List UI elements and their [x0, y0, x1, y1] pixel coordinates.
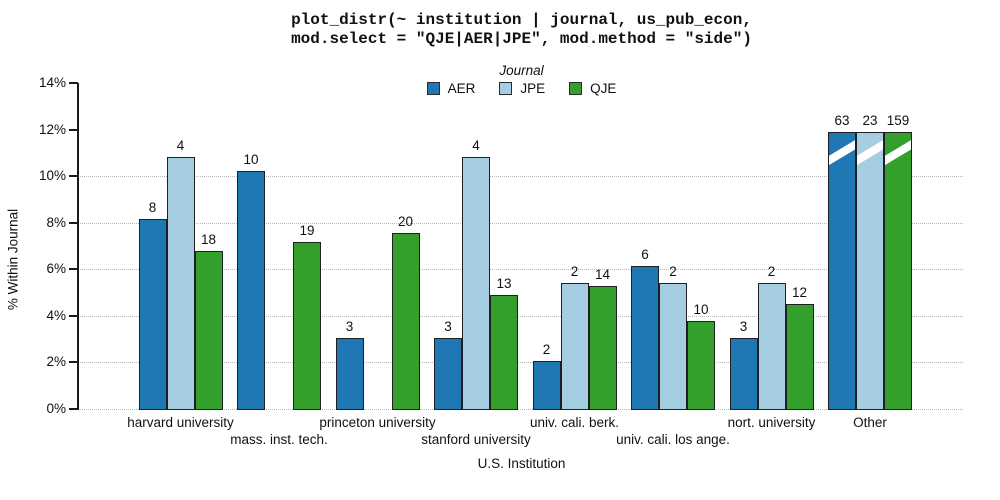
chart-title-line-2: mod.select = "QJE|AER|JPE", mod.method =… — [291, 30, 752, 48]
legend-swatch-qje — [569, 82, 583, 95]
chart-title-line-1: plot_distr(~ institution | journal, us_p… — [291, 11, 752, 29]
bar-value-qje-princeton-university: 20 — [397, 214, 414, 230]
x-label-harvard-university: harvard university — [127, 415, 234, 430]
bar-qje-other — [884, 131, 912, 410]
y-tick-6pct — [69, 268, 78, 271]
y-axis-line — [77, 82, 79, 410]
legend-label-qje: QJE — [590, 81, 617, 96]
x-label-univ-cali-los-ange: univ. cali. los ange. — [616, 432, 730, 447]
y-tick-label-4pct: 4% — [46, 307, 66, 323]
y-tick-label-10pct: 10% — [38, 168, 66, 184]
y-tick-label-8pct: 8% — [46, 214, 66, 230]
bar-qje-univ-cali-los-ange — [687, 321, 715, 410]
bar-value-jpe-harvard-university: 4 — [176, 138, 185, 154]
x-label-mass-inst-tech: mass. inst. tech. — [230, 432, 328, 447]
bar-jpe-nort-university — [757, 283, 786, 410]
bar-qje-nort-university — [785, 303, 814, 410]
gridline-6pct — [80, 269, 963, 271]
bar-jpe-harvard-university — [166, 157, 195, 410]
legend-item-qje: QJE — [569, 81, 616, 96]
bar-jpe-stanford-university — [462, 157, 490, 410]
legend-title: Journal — [499, 63, 544, 78]
x-label-princeton-university: princeton university — [319, 415, 436, 430]
bar-value-qje-stanford-university: 13 — [496, 275, 512, 291]
y-tick-14pct — [69, 81, 78, 84]
y-tick-10pct — [69, 175, 78, 178]
bar-value-jpe-nort-university: 2 — [767, 264, 776, 280]
gridline-8pct — [80, 222, 963, 224]
y-tick-label-0pct: 0% — [46, 401, 66, 416]
bar-value-qje-other: 159 — [886, 112, 910, 128]
x-axis-title: U.S. Institution — [477, 456, 566, 471]
bar-value-qje-mass-inst-tech: 19 — [299, 223, 315, 239]
y-tick-12pct — [69, 128, 78, 131]
y-tick-0pct — [69, 408, 78, 410]
bar-value-jpe-other: 23 — [862, 112, 878, 128]
bar-value-jpe-univ-cali-berk: 2 — [570, 264, 579, 280]
bar-value-qje-nort-university: 12 — [791, 284, 808, 300]
y-axis-title: % Within Journal — [5, 208, 21, 311]
bar-aer-mass-inst-tech — [237, 171, 265, 410]
bar-value-qje-univ-cali-los-ange: 10 — [693, 302, 709, 318]
bar-qje-stanford-university — [490, 294, 518, 410]
y-tick-label-12pct: 12% — [38, 121, 66, 137]
gridline-4pct — [80, 315, 963, 317]
gridline-2pct — [80, 362, 963, 364]
bar-aer-stanford-university — [434, 337, 462, 410]
legend-swatch-aer — [426, 82, 440, 95]
bar-qje-princeton-university — [391, 233, 420, 410]
y-tick-label-14pct: 14% — [38, 74, 66, 90]
y-tick-2pct — [69, 361, 78, 364]
bar-jpe-univ-cali-los-ange — [659, 283, 687, 410]
bar-qje-univ-cali-berk — [588, 286, 617, 410]
bar-value-qje-harvard-university: 18 — [200, 231, 217, 247]
x-label-stanford-university: stanford university — [421, 432, 531, 447]
bar-jpe-univ-cali-berk — [560, 283, 589, 410]
bar-value-aer-harvard-university: 8 — [148, 199, 157, 215]
x-label-univ-cali-berk: univ. cali. berk. — [529, 415, 620, 430]
y-tick-8pct — [69, 221, 78, 224]
gridline-0pct — [80, 409, 963, 410]
bar-qje-harvard-university — [194, 250, 223, 410]
bar-aer-harvard-university — [138, 218, 167, 410]
bar-qje-mass-inst-tech — [293, 242, 321, 410]
legend-swatch-jpe — [499, 82, 513, 95]
bar-aer-nort-university — [729, 337, 758, 410]
bar-value-aer-univ-cali-berk: 2 — [542, 342, 551, 358]
y-tick-label-6pct: 6% — [46, 261, 66, 277]
bar-aer-univ-cali-los-ange — [631, 266, 659, 410]
bar-aer-princeton-university — [335, 337, 364, 410]
bar-jpe-other — [856, 131, 884, 410]
y-tick-label-2pct: 2% — [46, 354, 66, 370]
legend-item-aer: AER — [426, 81, 476, 96]
x-label-nort-university: nort. university — [727, 415, 816, 430]
bar-value-aer-other: 63 — [834, 112, 850, 128]
bar-value-jpe-stanford-university: 4 — [472, 138, 480, 154]
bar-value-aer-mass-inst-tech: 10 — [243, 152, 259, 168]
bar-aer-other — [828, 131, 856, 410]
y-tick-4pct — [69, 314, 78, 317]
bar-value-aer-univ-cali-los-ange: 6 — [641, 247, 649, 263]
legend-item-jpe: JPE — [499, 81, 545, 96]
bar-value-aer-stanford-university: 3 — [444, 318, 452, 334]
bar-value-qje-univ-cali-berk: 14 — [594, 267, 611, 283]
gridline-10pct — [80, 176, 963, 178]
x-label-other: Other — [853, 415, 887, 430]
legend-label-aer: AER — [447, 81, 476, 96]
bar-aer-univ-cali-berk — [532, 361, 561, 410]
legend: AER JPE QJE — [80, 81, 963, 96]
bar-value-aer-nort-university: 3 — [739, 318, 748, 334]
legend-label-jpe: JPE — [520, 81, 546, 96]
bar-value-jpe-univ-cali-los-ange: 2 — [669, 264, 677, 280]
bar-value-aer-princeton-university: 3 — [345, 318, 354, 334]
